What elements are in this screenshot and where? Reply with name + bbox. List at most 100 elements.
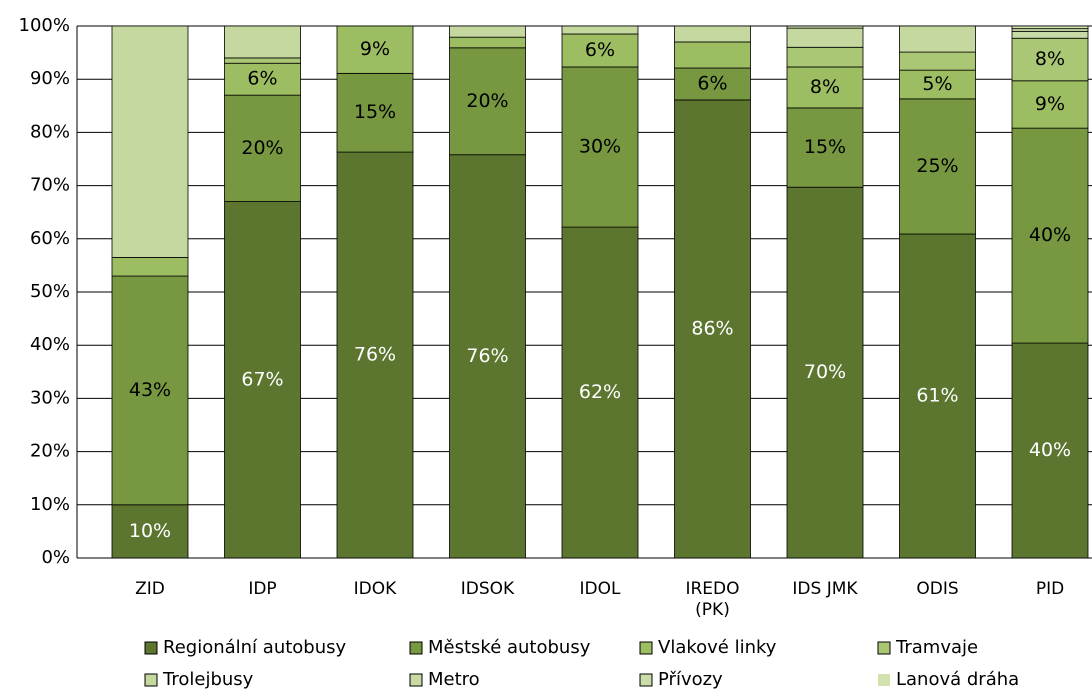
data-label: 25%: [916, 155, 958, 177]
x-tick-label: ODIS: [916, 579, 959, 599]
data-label: 43%: [129, 379, 171, 401]
data-label: 5%: [922, 73, 952, 95]
bar-segment: [561, 226, 639, 559]
data-label: 70%: [804, 361, 846, 383]
legend-label: Tramvaje: [895, 637, 978, 658]
data-label: 8%: [1035, 48, 1065, 70]
y-tick-label: 40%: [30, 334, 70, 355]
bar-segment: [786, 66, 864, 109]
data-label: 40%: [1029, 224, 1071, 246]
x-tick-label: IDS JMK: [792, 579, 858, 599]
legend-swatch: [144, 673, 158, 687]
bar-segment: [449, 25, 526, 38]
x-tick-label: PID: [1035, 579, 1065, 599]
legend-label: Městské autobusy: [428, 637, 591, 658]
data-label: 15%: [804, 136, 846, 158]
data-label: 9%: [1035, 93, 1065, 115]
bar-segment: [111, 275, 189, 506]
legend-swatch: [639, 641, 653, 655]
x-tick-label: ZID: [135, 579, 165, 599]
bar-segment: [674, 25, 751, 43]
bar-segment: [1011, 25, 1089, 30]
data-label: 6%: [585, 39, 615, 61]
legend-label: Trolejbusy: [162, 669, 254, 690]
data-label: 8%: [810, 76, 840, 98]
data-label: 20%: [241, 137, 283, 159]
legend-swatch: [409, 673, 423, 687]
bar-segment: [899, 25, 976, 53]
legend-swatch: [878, 674, 890, 686]
y-tick-label: 20%: [30, 441, 70, 462]
bar-segment: [674, 41, 751, 69]
bar-segment: [111, 25, 189, 258]
legend-swatch: [144, 641, 158, 655]
y-tick-label: 30%: [30, 387, 70, 408]
data-label: 6%: [697, 72, 727, 94]
bar-segment: [674, 99, 751, 559]
y-tick-label: 90%: [30, 68, 70, 89]
data-label: 6%: [247, 68, 277, 90]
bar-segment: [786, 107, 864, 188]
bar-segment: [786, 46, 864, 68]
bar-segment: [899, 51, 976, 71]
bar-segment: [449, 47, 526, 156]
bar-segment: [224, 25, 301, 59]
bar-segment: [224, 94, 301, 202]
x-tick-label: IDP: [248, 579, 277, 599]
y-tick-label: 60%: [30, 228, 70, 249]
legend-label: Vlakové linky: [658, 637, 777, 658]
data-label: 10%: [129, 520, 171, 542]
data-label: 9%: [360, 38, 390, 60]
y-tick-label: 0%: [41, 547, 70, 568]
bar-segment: [111, 504, 189, 559]
y-tick-label: 70%: [30, 175, 70, 196]
bar-segment: [224, 201, 301, 559]
data-label: 20%: [466, 90, 508, 112]
bar-segment: [224, 57, 301, 64]
x-tick-label: IDOK: [353, 579, 397, 599]
data-label: 15%: [354, 101, 396, 123]
y-tick-label: 50%: [30, 281, 70, 302]
x-tick-label: IREDO (PK): [685, 579, 740, 620]
data-label: 30%: [579, 136, 621, 158]
bar-segment: [899, 98, 976, 235]
legend-label: Metro: [428, 669, 480, 690]
bar-segment: [674, 67, 751, 101]
bar-segment: [449, 36, 526, 49]
bar-segment: [1011, 37, 1089, 82]
data-label: 76%: [354, 344, 396, 366]
bar-segment: [561, 25, 639, 35]
bar-segment: [111, 257, 189, 277]
bar-segment: [1011, 127, 1089, 344]
y-tick-label: 80%: [30, 121, 70, 142]
bar-segment: [786, 27, 864, 48]
y-tick-label: 100%: [19, 15, 70, 36]
legend-swatch: [877, 641, 891, 655]
data-label: 61%: [916, 385, 958, 407]
bar-segment: [1011, 30, 1089, 39]
bar-segment: [561, 33, 639, 68]
x-tick-label: IDSOK: [460, 579, 515, 599]
bar-segment: [336, 25, 414, 74]
y-tick-label: 10%: [30, 494, 70, 515]
legend-label: Lanová dráha: [896, 669, 1019, 690]
data-label: 62%: [579, 381, 621, 403]
bar-segment: [1011, 80, 1089, 129]
x-tick-label: IDOL: [579, 579, 621, 599]
legend-label: Regionální autobusy: [163, 637, 347, 658]
bar-segment: [786, 186, 864, 559]
data-label: 86%: [691, 317, 733, 339]
legend-swatch: [409, 641, 423, 655]
bar-segment: [336, 151, 414, 559]
bar-segment: [786, 25, 864, 29]
bar-segment: [1011, 342, 1089, 559]
bar-segment: [449, 154, 526, 559]
legend-label: Přívozy: [658, 669, 723, 690]
bar-segment: [224, 62, 301, 96]
bar-segment: [561, 66, 639, 228]
data-label: 76%: [466, 345, 508, 367]
data-label: 67%: [241, 368, 283, 390]
data-label: 40%: [1029, 439, 1071, 461]
